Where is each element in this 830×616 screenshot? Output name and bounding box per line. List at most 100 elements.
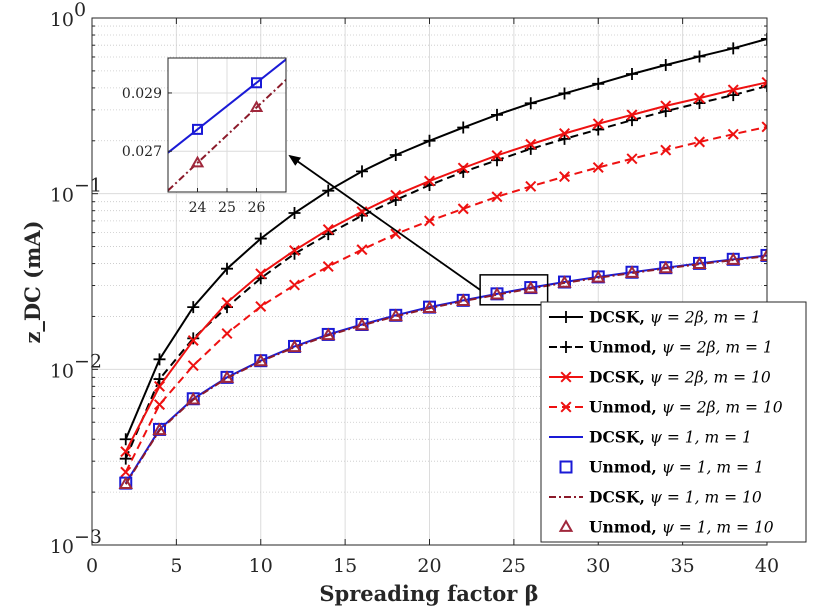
y-tick-label: 10 — [50, 360, 74, 382]
inset-x-tick-label: 24 — [189, 200, 207, 216]
legend-label-bold: Unmod, — [589, 338, 657, 357]
x-axis-label: Spreading factor β — [319, 581, 538, 606]
data-point — [118, 476, 133, 490]
data-point — [389, 149, 402, 162]
legend-label-bold: DCSK, — [589, 428, 645, 447]
data-point — [727, 42, 740, 55]
legend-label: DCSK, ψ = 2β, m = 1 — [589, 308, 761, 327]
data-point — [761, 32, 767, 45]
data-point — [591, 269, 606, 283]
data-point — [524, 97, 537, 110]
legend-entry: Unmod, ψ = 2β, m = 10 — [549, 398, 783, 417]
x-tick-label: 30 — [586, 555, 610, 577]
data-point — [422, 300, 437, 313]
inset-y-tick-label: 0.027 — [122, 144, 162, 160]
data-point — [423, 134, 436, 147]
data-point — [253, 353, 268, 367]
data-point — [557, 275, 572, 288]
data-point — [255, 300, 267, 312]
series-1 — [119, 32, 767, 446]
inset-square-marker — [192, 123, 203, 135]
x-tick-label: 15 — [333, 555, 357, 577]
data-point — [356, 165, 368, 178]
series-8 — [118, 248, 767, 490]
data-point — [626, 67, 638, 80]
data-point — [153, 353, 166, 366]
data-point — [221, 297, 233, 309]
legend-marker-sample — [558, 519, 574, 532]
data-point — [727, 128, 739, 140]
legend-marker-sample — [560, 371, 572, 383]
legend-label-params: ψ = 1, m = 10 — [657, 519, 774, 537]
legend-label-bold: DCSK, — [589, 488, 645, 507]
inset-square-marker — [251, 77, 262, 89]
data-point — [659, 59, 672, 72]
data-point — [760, 248, 767, 262]
y-tick-label: 10 — [50, 185, 74, 207]
data-point — [120, 446, 132, 458]
data-point — [187, 334, 199, 346]
data-point — [558, 171, 571, 183]
data-point — [491, 149, 503, 161]
data-point — [219, 370, 235, 383]
data-point — [287, 339, 302, 353]
series-line — [124, 37, 767, 440]
legend-marker-sample — [560, 341, 572, 353]
series-3 — [120, 76, 767, 458]
data-point — [456, 293, 471, 306]
data-point — [525, 138, 537, 150]
data-point — [119, 452, 132, 465]
data-point — [288, 279, 301, 291]
x-tick-label: 5 — [170, 555, 182, 577]
data-point — [525, 180, 537, 192]
data-point — [658, 260, 673, 274]
data-point — [660, 100, 672, 112]
legend-label-params: ψ = 2β, m = 1 — [657, 339, 773, 357]
data-point — [153, 373, 166, 386]
data-point — [693, 50, 706, 63]
legend-label-params: ψ = 2β, m = 10 — [645, 369, 771, 387]
data-point — [423, 215, 436, 227]
inset-x-tick-label: 26 — [248, 200, 266, 216]
inset-x-tick-label: 25 — [218, 200, 236, 216]
legend-entry: DCSK, ψ = 2β, m = 10 — [549, 368, 771, 387]
data-point — [523, 280, 538, 294]
inset-blue-line — [168, 58, 286, 154]
data-point — [491, 191, 503, 203]
series-4 — [120, 121, 767, 478]
legend-label: Unmod, ψ = 2β, m = 1 — [589, 338, 773, 357]
data-point — [558, 87, 571, 100]
data-point — [727, 84, 739, 96]
data-point — [761, 76, 767, 88]
zoom-annotation — [288, 154, 549, 306]
legend-entry: Unmod, ψ = 1, m = 1 — [559, 458, 764, 477]
y-tick-exponent: −3 — [74, 526, 102, 548]
y-axis-label: z_DC (mA) — [20, 220, 45, 343]
series-group — [118, 32, 767, 490]
y-tick-exponent: −1 — [74, 175, 102, 197]
legend-label-params: ψ = 2β, m = 10 — [657, 399, 783, 417]
legend-label: DCSK, ψ = 1, m = 1 — [589, 428, 752, 447]
x-tick-label: 35 — [671, 555, 695, 577]
legend-entry: DCSK, ψ = 1, m = 10 — [549, 488, 762, 507]
data-point — [119, 433, 132, 446]
data-point — [153, 380, 166, 392]
legend-label-params: ψ = 2β, m = 1 — [645, 309, 761, 327]
data-point — [354, 317, 370, 331]
data-point — [120, 466, 132, 478]
data-point — [321, 327, 336, 341]
data-point — [153, 399, 166, 411]
y-tick-label: 10 — [50, 9, 74, 31]
y-tick-exponent: −2 — [74, 350, 102, 372]
legend-entry: DCSK, ψ = 1, m = 1 — [549, 428, 752, 447]
data-point — [726, 252, 741, 265]
legend-label: Unmod, ψ = 1, m = 1 — [589, 458, 764, 477]
data-point — [761, 121, 767, 133]
data-point — [388, 308, 403, 322]
data-point — [759, 248, 767, 261]
data-point — [255, 268, 267, 280]
data-point — [152, 422, 167, 436]
